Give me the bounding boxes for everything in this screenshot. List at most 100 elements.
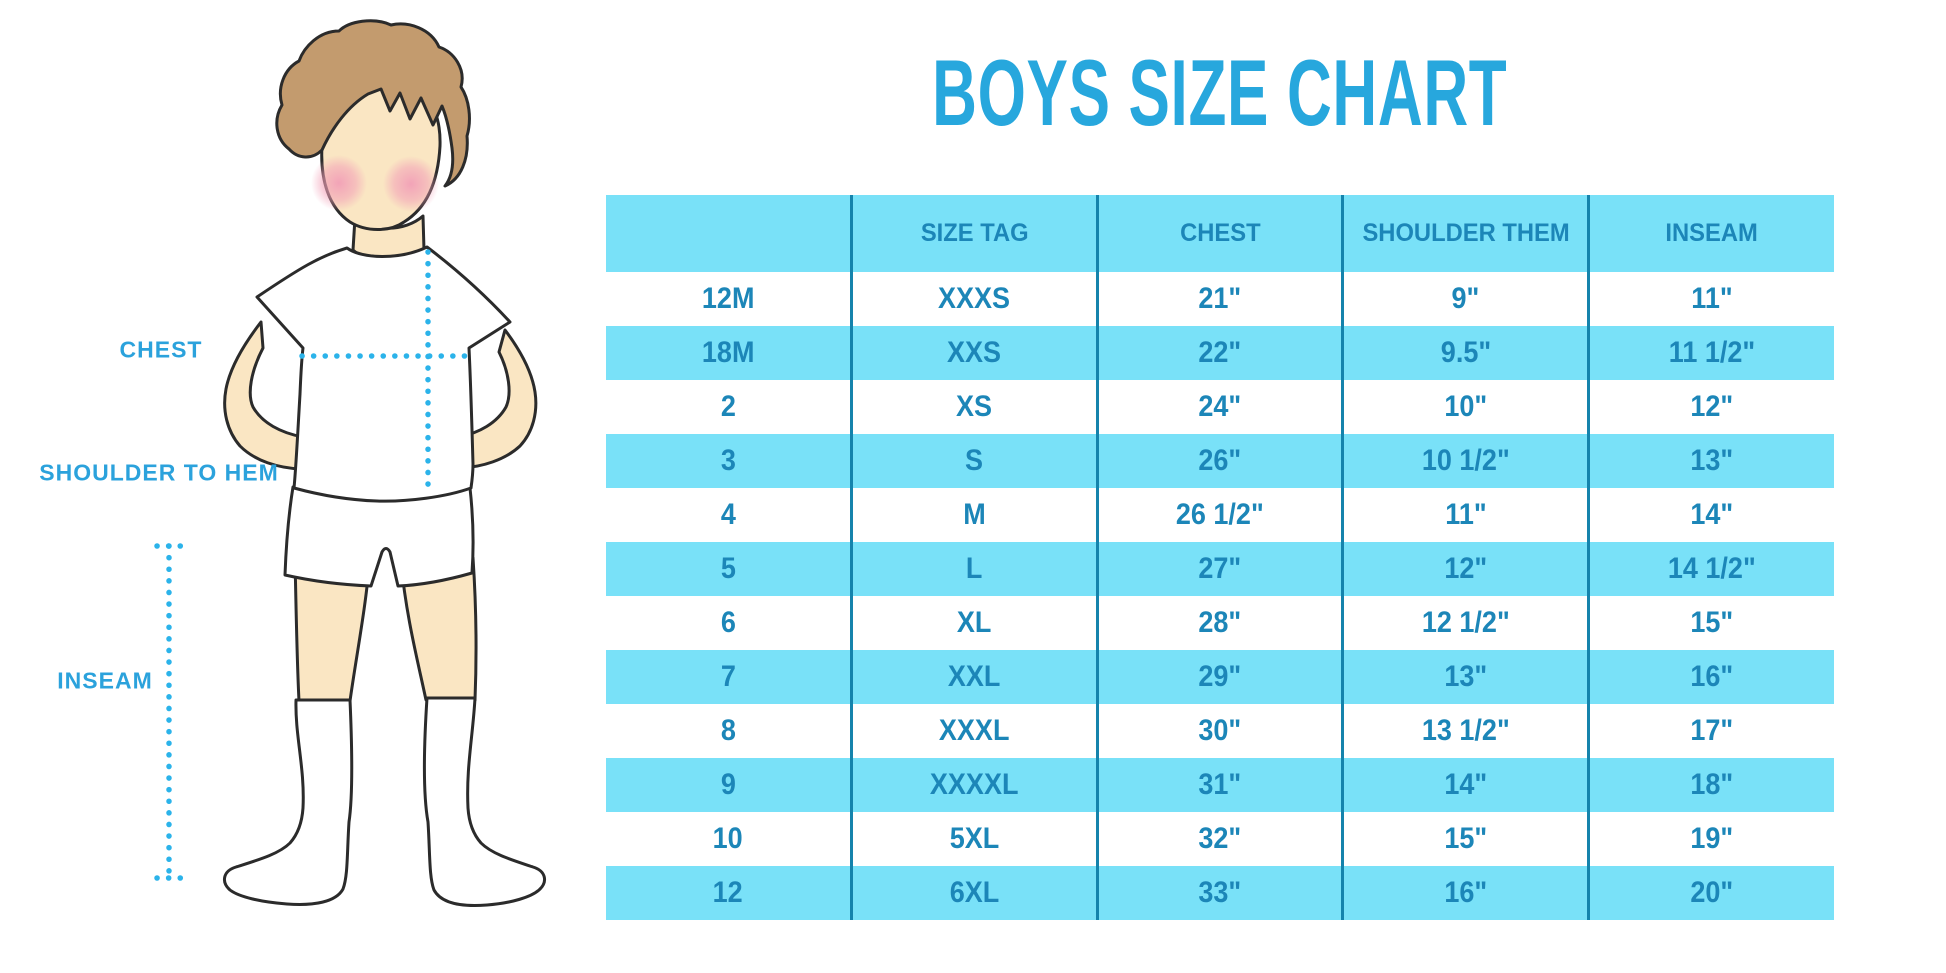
shoulder-to-hem-label: SHOULDER TO HEM: [39, 459, 279, 486]
right-sock: [423, 696, 546, 907]
table-cell-text: 5: [720, 552, 736, 585]
table-cell-text: 7: [720, 660, 736, 693]
table-cell-text: 27": [1198, 552, 1242, 585]
table-cell-text: 13": [1690, 444, 1734, 477]
table-cell: 13 1/2": [1342, 704, 1590, 758]
table-cell: 21": [1097, 272, 1345, 326]
table-cell: 30": [1097, 704, 1345, 758]
table-cell: 15": [1588, 596, 1834, 650]
table-row: 4 M 26 1/2" 11" 14": [606, 488, 1834, 542]
table-cell-text: 12M: [701, 282, 755, 315]
table-row: 7 XXL 29" 13" 16": [606, 650, 1834, 704]
table-cell: XS: [851, 380, 1099, 434]
table-cell: 12 1/2": [1342, 596, 1590, 650]
table-cell: 28": [1097, 596, 1345, 650]
table-cell-text: 32": [1198, 822, 1242, 855]
table-cell-text: 12": [1690, 390, 1734, 423]
table-cell: 10": [1342, 380, 1590, 434]
table-cell-text: 16": [1690, 660, 1734, 693]
table-row: 6 XL 28" 12 1/2" 15": [606, 596, 1834, 650]
hair: [275, 19, 471, 188]
table-cell-text: 17": [1690, 714, 1734, 747]
table-cell-text: XL: [957, 606, 992, 639]
table-row: 8 XXXL 30" 13 1/2" 17": [606, 704, 1834, 758]
table-cell-text: 9: [720, 768, 736, 801]
column-header-size-tag: SIZE TAG: [851, 195, 1099, 272]
right-cheek: [383, 156, 439, 212]
table-cell-text: 12": [1444, 552, 1487, 585]
table-cell-text: 9.5": [1440, 336, 1491, 369]
table-cell-text: 28": [1198, 606, 1242, 639]
table-cell-text: 9": [1451, 282, 1480, 315]
table-cell: 10: [606, 812, 854, 866]
table-cell-text: 11 1/2": [1668, 336, 1756, 369]
table-cell-text: 12: [713, 876, 744, 909]
table-cell-text: 26": [1198, 444, 1242, 477]
table-cell-text: XXL: [948, 660, 1001, 693]
table-cell-text: XS: [956, 390, 993, 423]
left-sock: [223, 698, 354, 906]
table-cell: XXL: [851, 650, 1099, 704]
left-arm: [223, 320, 305, 471]
table-cell-text: 6XL: [949, 876, 1000, 909]
table-cell: 12": [1588, 380, 1834, 434]
table-cell-text: 16": [1444, 876, 1487, 909]
table-cell-text: 22": [1198, 336, 1242, 369]
table-cell: 33": [1097, 866, 1345, 920]
table-cell: 7: [606, 650, 854, 704]
boy-measurement-figure: [154, 19, 546, 907]
table-cell: 11": [1342, 488, 1590, 542]
table-cell-text: 6: [720, 606, 736, 639]
table-cell: XXXL: [851, 704, 1099, 758]
table-cell: 14 1/2": [1588, 542, 1834, 596]
table-cell: 12: [606, 866, 854, 920]
table-cell: 2: [606, 380, 854, 434]
table-cell: 14": [1588, 488, 1834, 542]
table-cell: S: [851, 434, 1099, 488]
table-row: 10 5XL 32" 15" 19": [606, 812, 1834, 866]
table-cell: 9.5": [1342, 326, 1590, 380]
table-cell-text: 10 1/2": [1421, 444, 1510, 477]
size-table-header: SIZE TAG CHEST SHOULDER THEM INSEAM: [606, 195, 1834, 272]
table-cell: XXXXL: [851, 758, 1099, 812]
inseam-label: INSEAM: [57, 667, 153, 694]
table-cell: 15": [1342, 812, 1590, 866]
table-cell-text: 3: [720, 444, 736, 477]
table-cell: 32": [1097, 812, 1345, 866]
table-row: 12M XXXS 21" 9" 11": [606, 272, 1834, 326]
table-cell: 11": [1588, 272, 1834, 326]
column-header-inseam: INSEAM: [1588, 195, 1834, 272]
t-shirt: [255, 245, 512, 503]
table-cell-text: 13": [1444, 660, 1487, 693]
header-row: SIZE TAG CHEST SHOULDER THEM INSEAM: [606, 195, 1834, 272]
table-cell-text: 29": [1198, 660, 1242, 693]
table-cell-text: 8: [720, 714, 736, 747]
table-cell-text: 33": [1198, 876, 1242, 909]
table-cell-text: 26 1/2": [1176, 498, 1264, 531]
table-row: 9 XXXXL 31" 14" 18": [606, 758, 1834, 812]
table-row: 12 6XL 33" 16" 20": [606, 866, 1834, 920]
table-cell-text: 15": [1690, 606, 1734, 639]
table-cell: 22": [1097, 326, 1345, 380]
table-cell-text: M: [963, 498, 986, 531]
table-cell-text: 21": [1198, 282, 1242, 315]
table-row: 5 L 27" 12" 14 1/2": [606, 542, 1834, 596]
table-cell: 4: [606, 488, 854, 542]
table-cell-text: 20": [1690, 876, 1734, 909]
table-cell: 26 1/2": [1097, 488, 1345, 542]
table-cell-text: 30": [1198, 714, 1242, 747]
table-cell-text: 19": [1690, 822, 1734, 855]
table-cell-text: XXS: [947, 336, 1002, 369]
page-title: BOYS SIZE CHART: [606, 38, 1834, 148]
table-cell: 18": [1588, 758, 1834, 812]
table-cell: 11 1/2": [1588, 326, 1834, 380]
table-cell: 18M: [606, 326, 854, 380]
table-cell-text: 4: [720, 498, 736, 531]
right-arm: [457, 328, 538, 470]
table-cell: 24": [1097, 380, 1345, 434]
table-cell: 13": [1342, 650, 1590, 704]
table-cell-text: 12 1/2": [1421, 606, 1510, 639]
table-cell: 8: [606, 704, 854, 758]
column-header-text: CHEST: [1179, 219, 1261, 247]
table-cell-text: S: [965, 444, 984, 477]
